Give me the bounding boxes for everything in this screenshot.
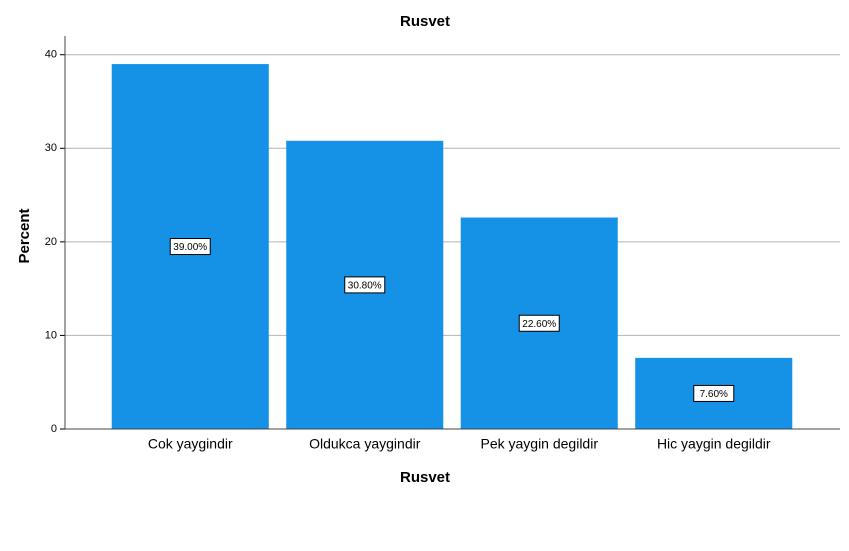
value-label-box	[518, 314, 560, 332]
y-tick-label: 30	[45, 142, 57, 154]
y-axis-label: Percent	[16, 208, 33, 263]
value-label: 7.60%	[700, 389, 728, 400]
value-label-box	[693, 384, 735, 402]
y-tick-label: 10	[45, 329, 57, 341]
x-tick-label: Cok yaygindir	[148, 436, 233, 452]
value-label: 39.00%	[173, 242, 207, 253]
value-label: 22.60%	[522, 319, 556, 330]
x-tick-label: Oldukca yaygindir	[309, 436, 421, 452]
value-label: 30.80%	[348, 281, 382, 292]
y-tick-label: 20	[45, 236, 57, 248]
y-tick-label: 40	[45, 49, 57, 61]
y-tick-label: 0	[51, 423, 57, 435]
value-label-box	[169, 238, 211, 256]
x-axis-label: Rusvet	[400, 469, 450, 486]
x-tick-label: Pek yaygin degildir	[480, 436, 598, 452]
value-label-box	[344, 276, 386, 294]
x-tick-label: Hic yaygin degildir	[657, 436, 771, 452]
chart-title: Rusvet	[400, 13, 450, 30]
